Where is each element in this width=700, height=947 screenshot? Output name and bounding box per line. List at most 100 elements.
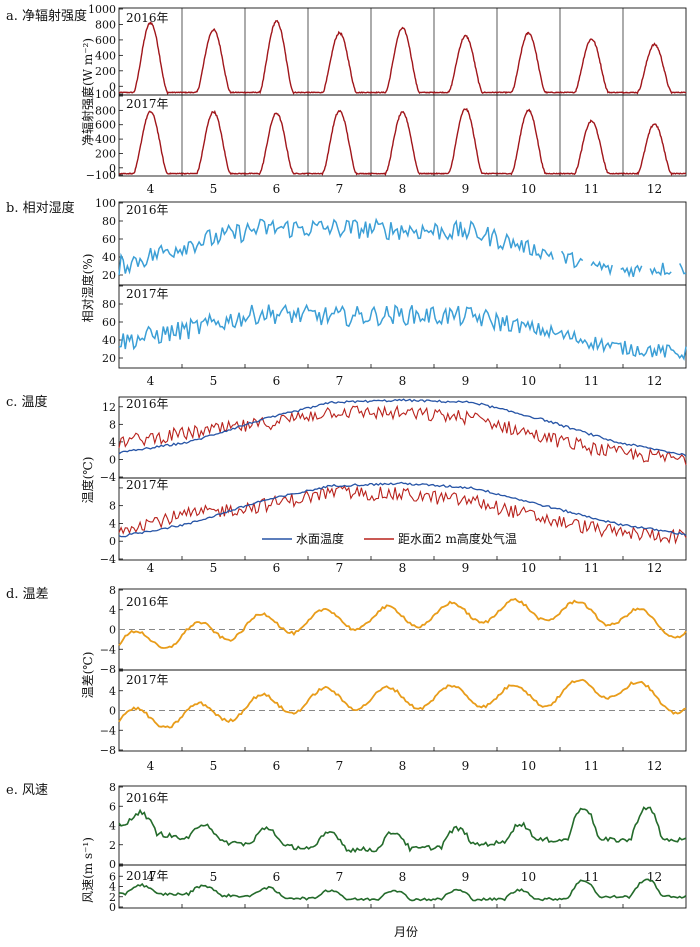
panel-b-year-top: 2016年 [126,203,169,217]
panel-d-ytick-label: −8 [100,744,116,757]
panel-e-month-label: 9 [462,870,470,884]
panel-a-frame [118,7,687,177]
panel-d-ytick-label: −8 [100,663,116,676]
panel-b-month-label: 8 [399,374,407,388]
panel-b-month-label: 9 [462,374,470,388]
panel-e-month-label: 7 [336,870,344,884]
panel-b-month-label: 11 [584,374,599,388]
panel-b-ytick-label: 20 [102,269,116,282]
panel-d-ytick-label: −4 [100,724,116,737]
panel-b-month-label: 7 [336,374,344,388]
panel-a-month-label: 11 [584,182,599,196]
panel-b-month-label: 4 [147,374,155,388]
panel-d-ytick-label: 0 [109,624,116,637]
panel-d-month-label: 6 [273,759,281,773]
panel-e-month-label: 10 [521,870,536,884]
panel-c-year-bottom: 2017年 [126,478,169,492]
panel-b-ytick-label: 60 [102,233,116,246]
panel-a-label: a. 净辐射强度 [6,8,87,24]
panel-b-year-bottom: 2017年 [126,287,169,301]
panel-c-water-temp-2017 [118,481,687,538]
panel-a-year-bottom: 2017年 [126,97,169,111]
panel-c-month-label: 8 [399,561,407,575]
panel-e-year-bottom: 2017年 [126,869,169,883]
panel-c-legend: 水面温度 距水面2 m高度处气温 [262,531,517,546]
panel-d-month-label: 10 [521,759,536,773]
panel-c-month-label: 4 [147,561,155,575]
panel-a-ytick-label: 200 [95,65,116,78]
panel-b-ylabel: 相对湿度(%) [80,254,95,323]
panel-e-ytick-label: 6 [109,800,116,813]
panel-c-ytick-label: 12 [102,401,116,414]
panel-d-month-label: 9 [462,759,470,773]
panel-a-ytick-label: 400 [95,49,116,62]
panel-c-ytick-label: 0 [109,453,116,466]
panel-b-label: b. 相对湿度 [6,200,75,216]
panel-b-month-label: 12 [647,374,662,388]
panel-c-month-label: 5 [210,561,218,575]
panel-c-month-label: 11 [584,561,599,575]
panel-d-label: d. 温差 [6,587,49,602]
panel-a-ytick-label: 800 [95,18,116,31]
panel-e-ytick-label: 0 [109,858,116,871]
legend-air-temp-label: 距水面2 m高度处气温 [398,531,517,546]
panel-e-ytick-label: 0 [109,901,116,914]
panel-e-ylabel: 风速(m s⁻¹) [81,837,95,903]
panel-c-ytick-label: 8 [109,500,116,513]
panel-d-ytick-label: −4 [100,643,116,656]
panel-d-ytick-label: 8 [109,584,116,597]
panel-a-ytick-label: 400 [95,133,116,146]
panel-c-ytick-label: 4 [109,517,116,530]
panel-e-month-label: 5 [210,870,218,884]
panel-a-month-label: 8 [399,182,407,196]
x-axis-title: 月份 [394,925,418,939]
panel-e-month-label: 8 [399,870,407,884]
panel-a-series-2017 [119,107,686,177]
panel-d-month-label: 5 [210,759,218,773]
panel-d-month-label: 11 [584,759,599,773]
panel-b-ytick-label: 80 [102,298,116,311]
panel-e-year-top: 2016年 [126,791,169,805]
legend-water-temp-label: 水面温度 [296,531,344,546]
chart-plot-layer: 4 5 6 7 8 9 10 11 12−10002004006008001000−100020… [86,3,687,914]
panel-a-ytick-label: 1000 [88,3,116,16]
panel-d-ytick-label: 4 [109,685,116,698]
panel-a-month-label: 5 [210,182,218,196]
panel-e-month-label: 4 [147,870,155,884]
panel-a-ytick-label: −100 [86,88,116,101]
panel-c-frame [118,396,687,561]
panel-e-ytick-label: 2 [109,891,116,904]
panel-b-month-label: 5 [210,374,218,388]
panel-a-ytick-label: 0 [109,162,116,175]
panel-a-month-label: 10 [521,182,536,196]
panel-e-month-label: 12 [647,870,662,884]
panel-a-ytick-label: 600 [95,34,116,47]
panel-a-ytick-label: 600 [95,119,116,132]
panel-a-series-2016 [118,19,687,96]
panel-c-ylabel: 温度(℃) [80,457,95,504]
panel-d-series-2017 [118,678,687,729]
panel-a-ylabel: 净辐射强度(W m⁻²) [80,38,95,146]
panel-a-month-label: 4 [147,182,155,196]
panel-c-month-label: 10 [521,561,536,575]
panel-d-year-bottom: 2017年 [126,673,169,687]
panel-b-month-label: 6 [273,374,281,388]
panel-b-ytick-label: 40 [102,334,116,347]
panel-a-ytick-label: 0 [109,80,116,93]
panel-e-ytick-label: 4 [109,881,116,894]
panel-c-month-label: 7 [336,561,344,575]
panel-e-month-label: 11 [584,870,599,884]
panel-b-series-2016 [118,217,687,278]
panel-a-ytick-label: −100 [86,169,116,182]
panel-e-label: e. 风速 [6,783,48,798]
panel-d-month-label: 12 [647,759,662,773]
panel-c-month-label: 6 [273,561,281,575]
panel-e-ytick-label: 6 [109,870,116,883]
panel-b-ytick-label: 20 [102,352,116,365]
panel-b-ytick-label: 80 [102,215,116,228]
panel-c-ytick-label: 4 [109,436,116,449]
panel-b-ytick-label: 40 [102,251,116,264]
panel-a-year-top: 2016年 [126,11,169,25]
panel-d-month-label: 4 [147,759,155,773]
panel-c-year-top: 2016年 [126,397,169,411]
